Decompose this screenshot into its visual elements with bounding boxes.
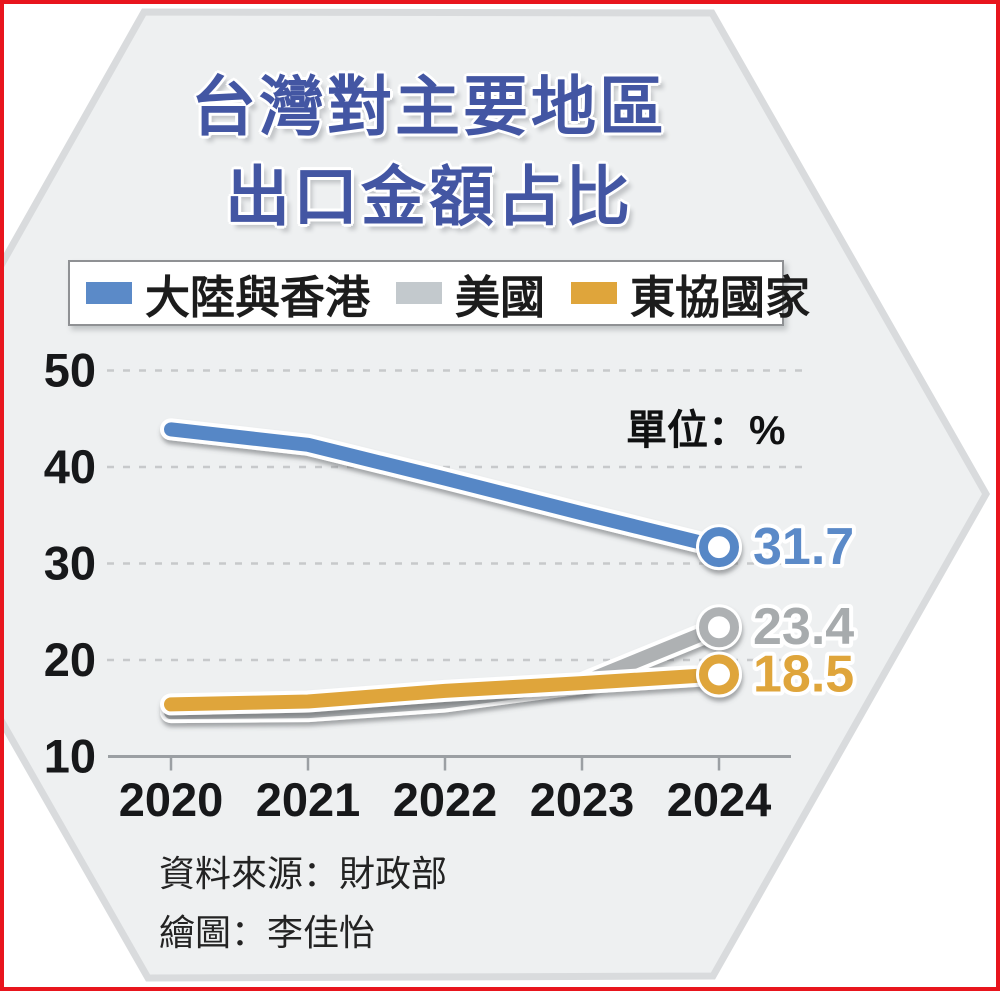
page-title: 台灣對主要地區 出口金額占比 (79, 62, 779, 242)
unit-label: 單位：% (626, 407, 786, 453)
legend-label-china-hk: 大陸與香港 (145, 271, 371, 323)
chart-canvas: 50 40 30 20 10 2020 2021 2022 2023 2024 31.7 23.418… (4, 8, 991, 982)
line-asean (160, 663, 730, 716)
legend-item-china-hk: 大陸與香港 (86, 261, 370, 326)
title-line-2: 出口金額占比 (224, 160, 633, 233)
source-line: 資料來源：財政部 (159, 853, 448, 894)
legend-swatch-asean (571, 282, 618, 304)
chart-layer: 50 40 30 20 10 2020 2021 2022 2023 2024 31.7 23.418… (44, 344, 859, 827)
y-tick-label-10: 10 (44, 730, 96, 783)
credit-line: 繪圖：李佳怡 (159, 912, 376, 953)
x-tick-label-2022: 2022 (393, 773, 498, 826)
y-tick-label-40: 40 (44, 440, 96, 493)
legend-box: 大陸與香港 美國 東協國家 (68, 260, 810, 326)
x-tick-label-2020: 2020 (119, 773, 224, 826)
title-line-1: 台灣對主要地區 (190, 70, 667, 143)
value-label-china-hk: 31.7 (753, 518, 854, 576)
marker-asean (696, 651, 742, 698)
y-tick-label-20: 20 (44, 633, 96, 686)
y-tick-label-50: 50 (44, 344, 96, 397)
x-tick-label-2021: 2021 (256, 773, 361, 826)
x-tick-label-2024: 2024 (667, 773, 772, 826)
y-tick-label-30: 30 (44, 537, 96, 590)
legend-item-usa: 美國 (396, 261, 545, 326)
legend-label-asean: 東協國家 (630, 271, 811, 323)
value-label-asean: 18.5 (753, 645, 854, 703)
value-label-usa: 23.4 (753, 598, 854, 656)
legend-swatch-china-hk (86, 282, 132, 304)
legend-swatch-usa (396, 282, 443, 304)
line-china-hk (160, 418, 730, 559)
legend-item-asean: 東協國家 (571, 261, 810, 326)
marker-usa (696, 604, 742, 651)
x-tick-label-2023: 2023 (530, 773, 635, 826)
legend-label-usa: 美國 (455, 271, 546, 323)
marker-china-hk (696, 524, 742, 571)
